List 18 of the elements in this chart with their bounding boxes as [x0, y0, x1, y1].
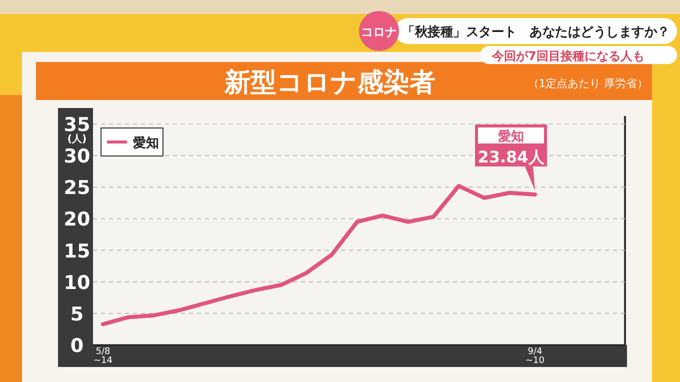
annotation: 愛知 23.84人: [478, 128, 546, 166]
y-tick-label: 0: [70, 335, 84, 357]
x-tick-label: 5/8 ~14: [94, 347, 113, 366]
y-tick-label: 25: [64, 177, 90, 200]
y-tick-label: 5: [70, 303, 84, 326]
y-tick-label: 15: [64, 240, 90, 262]
line-series: [101, 184, 537, 326]
y-tick-label: 30: [64, 146, 90, 168]
chart-title: 新型コロナ感染者: [224, 68, 436, 98]
y-axis-title: (人): [67, 133, 87, 145]
y-tick-label: 20: [64, 208, 90, 231]
text: （1定点あたり 厚労省）: [528, 77, 648, 90]
legend-label: 愛知: [133, 135, 159, 151]
y-tick-label: 10: [64, 272, 90, 294]
x-tick-label: 9/4 ~10: [526, 347, 545, 366]
text: 「秋接種」スタート あなたはどうしますか？: [402, 24, 675, 40]
text: 今回が7回目接種になる人も: [491, 49, 644, 63]
text: コロナ: [361, 25, 397, 39]
